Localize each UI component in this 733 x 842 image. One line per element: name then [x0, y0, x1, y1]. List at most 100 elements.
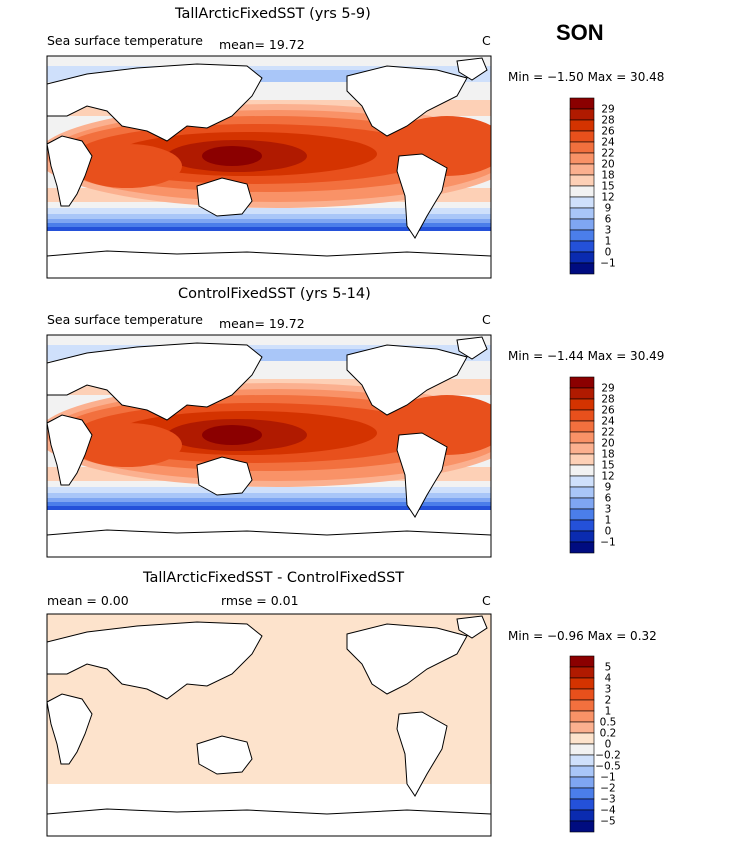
colorbar-label: 3 — [605, 684, 612, 696]
colorbar-label: 28 — [601, 394, 614, 406]
colorbar-swatch — [569, 108, 595, 121]
colorbar-swatch — [569, 820, 595, 833]
land-africa — [47, 693, 93, 765]
colorbar-swatch — [569, 163, 595, 176]
colorbar-label: 22 — [601, 427, 614, 439]
land-africa — [47, 135, 93, 207]
colorbar-swatch — [569, 119, 595, 132]
colorbar-swatch — [569, 387, 595, 400]
colorbar-label: −1 — [600, 258, 615, 270]
colorbar-label: 0 — [605, 739, 612, 751]
colorbar-label: −3 — [600, 794, 615, 806]
colorbar-swatch — [569, 655, 595, 668]
panel-1-map — [46, 55, 492, 279]
colorbar-swatch — [569, 809, 595, 822]
colorbar-label: 20 — [601, 159, 614, 171]
colorbar-swatch — [569, 196, 595, 209]
colorbar-swatch — [569, 218, 595, 231]
sst-band-s5 — [47, 219, 491, 224]
colorbar-label: 1 — [605, 515, 612, 527]
land-south-america — [396, 153, 448, 239]
land-antarctica — [47, 808, 491, 836]
colorbar-swatch — [569, 174, 595, 187]
land-eurasia — [47, 342, 263, 421]
land-north-america — [346, 623, 468, 695]
colorbar-label: 20 — [601, 438, 614, 450]
land-north-america — [346, 344, 468, 416]
panel-2-frame — [46, 334, 492, 558]
colorbar-swatch — [569, 497, 595, 510]
panel-3-rmse: rmse = 0.01 — [221, 593, 299, 608]
colorbar-label: 24 — [601, 416, 615, 428]
panel-3-mean: mean = 0.00 — [47, 593, 129, 608]
colorbar-swatch — [569, 765, 595, 778]
land-eurasia — [47, 621, 263, 700]
colorbar-swatch — [569, 420, 595, 433]
sst-band-s3 — [47, 487, 491, 495]
colorbar-swatch — [569, 666, 595, 679]
colorbar-label: −5 — [600, 816, 615, 828]
colorbar-label: 9 — [605, 203, 612, 215]
colorbar-label: 22 — [601, 148, 614, 160]
sst-band-s6 — [47, 502, 491, 507]
colorbar-swatch — [569, 721, 595, 734]
colorbar-swatch — [569, 185, 595, 198]
colorbar-label: −4 — [600, 805, 616, 817]
colorbar-swatch — [569, 710, 595, 723]
panel-2-unit: C — [482, 312, 491, 327]
colorbar-label: 15 — [601, 181, 614, 193]
colorbar-swatch — [569, 541, 595, 554]
panel-3-minmax: Min = −0.96 Max = 0.32 — [508, 629, 657, 643]
colorbar-swatch — [569, 97, 595, 110]
panel-1-unit: C — [482, 33, 491, 48]
colorbar-swatch — [569, 486, 595, 499]
colorbar-swatch — [569, 453, 595, 466]
colorbar-swatch — [569, 431, 595, 444]
land-antarctica — [47, 529, 491, 557]
sst-band-s3 — [47, 208, 491, 216]
sst-band-s4 — [47, 493, 491, 499]
land-antarctica — [47, 250, 491, 278]
colorbar-swatch — [569, 442, 595, 455]
land-africa — [47, 414, 93, 486]
sst-warm-io — [72, 144, 182, 188]
colorbar-swatch — [569, 754, 595, 767]
colorbar-swatch — [569, 130, 595, 143]
colorbar-label: −2 — [600, 783, 615, 795]
colorbar-swatch — [569, 743, 595, 756]
colorbar-label: 28 — [601, 115, 614, 127]
colorbar-swatch — [569, 207, 595, 220]
panel-2-title: ControlFixedSST (yrs 5-14) — [178, 286, 371, 302]
colorbar-label: 0.2 — [600, 728, 617, 740]
colorbar-label: 18 — [601, 449, 614, 461]
panel-3-title: TallArcticFixedSST - ControlFixedSST — [143, 570, 405, 586]
panel-3-map — [46, 613, 492, 837]
colorbar-swatch — [569, 475, 595, 488]
panel-1-minmax: Min = −1.50 Max = 30.48 — [508, 70, 665, 84]
colorbar-swatch — [569, 776, 595, 789]
colorbar-swatch — [569, 508, 595, 521]
land-australia — [196, 177, 253, 217]
panel-1-frame — [46, 55, 492, 279]
colorbar-label: −0.2 — [595, 750, 621, 762]
colorbar-swatch — [569, 376, 595, 389]
panel-2-subtitle-mean: mean= 19.72 — [219, 316, 305, 331]
colorbar-label: 0.5 — [600, 717, 617, 729]
sst-band-s7 — [47, 227, 491, 231]
colorbar-label: 12 — [601, 192, 614, 204]
colorbar-swatch — [569, 787, 595, 800]
sst-band-s7 — [47, 506, 491, 510]
colorbar-label: −1 — [600, 537, 615, 549]
panel-2-subtitle-left: Sea surface temperature — [47, 312, 203, 327]
colorbar-swatch — [569, 141, 595, 154]
colorbar-swatch — [569, 519, 595, 532]
colorbar-swatch — [569, 677, 595, 690]
colorbar-label: 5 — [605, 662, 612, 674]
colorbar-label: 4 — [605, 673, 612, 685]
panel-2-minmax: Min = −1.44 Max = 30.49 — [508, 349, 665, 363]
colorbar-swatch — [569, 798, 595, 811]
colorbar-label: 29 — [601, 104, 614, 116]
colorbar-label: 6 — [605, 493, 612, 505]
